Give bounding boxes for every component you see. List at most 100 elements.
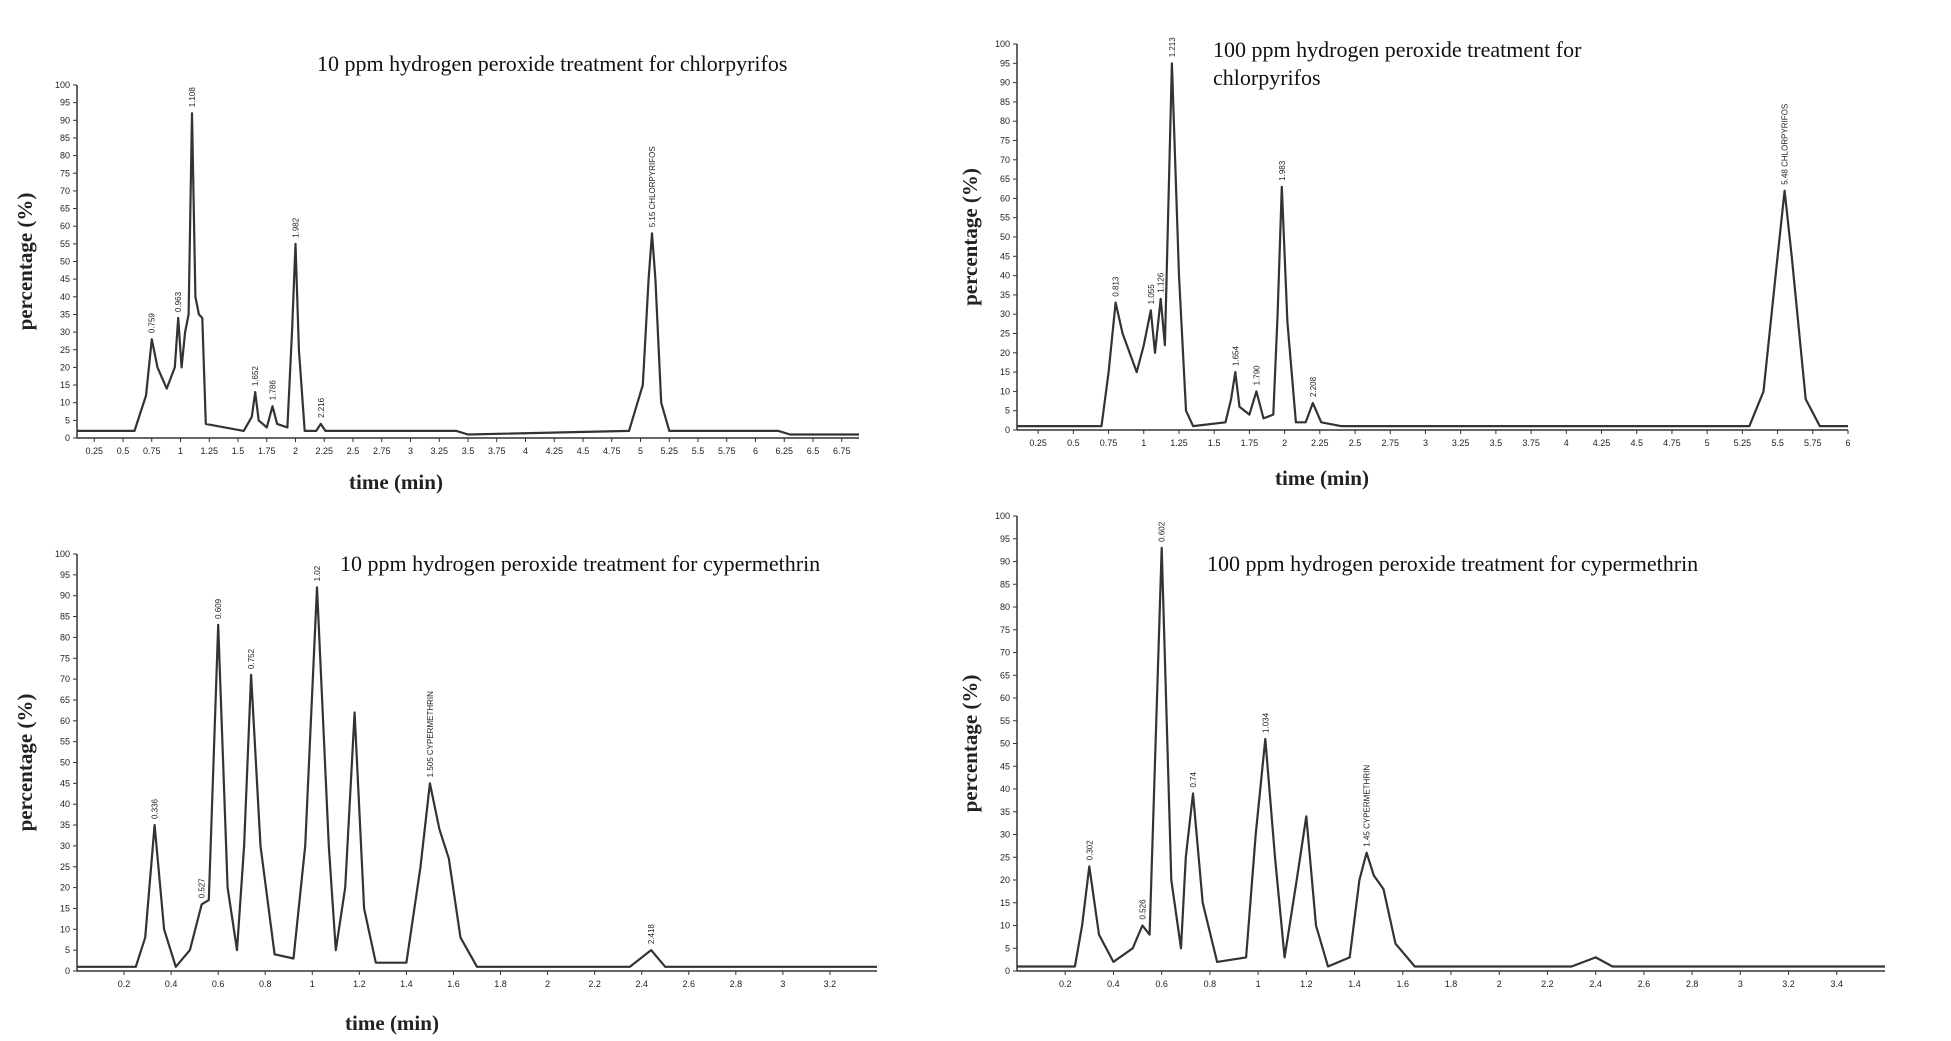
y-tick-label: 40 — [1000, 271, 1010, 281]
trace — [1017, 546, 1885, 968]
y-tick-label: 0 — [65, 433, 70, 443]
x-tick-label: 4.25 — [1593, 438, 1611, 448]
y-axis-label: percentage (%) — [958, 675, 982, 813]
x-tick-label: 3.2 — [824, 979, 837, 989]
y-tick-label: 100 — [995, 511, 1010, 521]
y-tick-label: 70 — [1000, 155, 1010, 165]
x-tick-label: 2.2 — [1541, 979, 1554, 989]
x-tick-label: 1.8 — [1445, 979, 1458, 989]
peak-label: 2.418 — [647, 924, 656, 945]
x-tick-label: 1.25 — [1170, 438, 1188, 448]
y-tick-label: 0 — [1005, 966, 1010, 976]
y-tick-label: 90 — [1000, 557, 1010, 567]
y-tick-label: 10 — [60, 924, 70, 934]
x-tick-label: 3.5 — [462, 446, 475, 456]
peak-label: 0.526 — [1138, 899, 1147, 920]
y-tick-label: 55 — [1000, 213, 1010, 223]
peak-label: 0.602 — [1158, 521, 1167, 542]
peak-label: 1.02 — [313, 565, 322, 581]
y-tick-label: 70 — [60, 674, 70, 684]
x-tick-label: 3.2 — [1782, 979, 1795, 989]
x-tick-label: 4.5 — [1630, 438, 1643, 448]
x-tick-label: 2 — [293, 446, 298, 456]
y-tick-label: 5 — [1005, 943, 1010, 953]
x-tick-label: 2.25 — [1311, 438, 1329, 448]
x-tick-label: 5.5 — [1771, 438, 1784, 448]
y-tick-label: 35 — [60, 309, 70, 319]
x-tick-label: 4 — [1564, 438, 1569, 448]
y-tick-label: 10 — [1000, 386, 1010, 396]
x-tick-label: 6.5 — [807, 446, 820, 456]
peak-label: 0.813 — [1112, 276, 1121, 297]
x-tick-label: 3 — [1738, 979, 1743, 989]
y-axis-label: percentage (%) — [958, 168, 982, 306]
x-tick-label: 1 — [1256, 979, 1261, 989]
y-tick-label: 15 — [60, 380, 70, 390]
x-tick-label: 1.75 — [1241, 438, 1259, 448]
y-tick-label: 40 — [60, 799, 70, 809]
y-tick-label: 65 — [1000, 670, 1010, 680]
peak-label: 1.505 CYPERMETHRIN — [426, 691, 435, 777]
y-tick-label: 20 — [60, 362, 70, 372]
y-tick-label: 50 — [60, 257, 70, 267]
y-tick-label: 95 — [1000, 534, 1010, 544]
y-tick-label: 80 — [1000, 602, 1010, 612]
peak-label: 0.302 — [1085, 840, 1094, 861]
peak-label: 1.126 — [1157, 272, 1166, 293]
y-tick-label: 75 — [60, 168, 70, 178]
x-tick-label: 0.6 — [1155, 979, 1168, 989]
y-tick-label: 15 — [1000, 898, 1010, 908]
peak-label: 0.752 — [247, 648, 256, 669]
x-tick-label: 2 — [1497, 979, 1502, 989]
x-tick-label: 6 — [1845, 438, 1850, 448]
y-tick-label: 25 — [60, 862, 70, 872]
y-tick-label: 40 — [60, 292, 70, 302]
x-tick-label: 5.75 — [718, 446, 736, 456]
y-tick-label: 25 — [60, 345, 70, 355]
y-tick-label: 85 — [60, 133, 70, 143]
x-tick-label: 5.25 — [660, 446, 678, 456]
y-tick-label: 80 — [1000, 116, 1010, 126]
y-tick-label: 95 — [60, 570, 70, 580]
y-tick-label: 75 — [60, 653, 70, 663]
x-tick-label: 5 — [1705, 438, 1710, 448]
x-tick-label: 4.75 — [603, 446, 621, 456]
x-tick-label: 5 — [638, 446, 643, 456]
x-tick-label: 4.25 — [545, 446, 563, 456]
y-tick-label: 20 — [1000, 875, 1010, 885]
x-tick-label: 3 — [780, 979, 785, 989]
y-tick-label: 5 — [65, 415, 70, 425]
x-tick-label: 1.75 — [258, 446, 276, 456]
y-tick-label: 25 — [1000, 329, 1010, 339]
x-tick-label: 2.8 — [730, 979, 743, 989]
x-tick-label: 2.75 — [373, 446, 391, 456]
y-tick-label: 5 — [1005, 406, 1010, 416]
x-tick-label: 1.5 — [1208, 438, 1221, 448]
x-tick-label: 2 — [545, 979, 550, 989]
x-tick-label: 1.25 — [200, 446, 218, 456]
peak-label: 0.336 — [151, 798, 160, 819]
y-tick-label: 75 — [1000, 136, 1010, 146]
y-tick-label: 45 — [60, 778, 70, 788]
y-tick-label: 80 — [60, 151, 70, 161]
y-tick-label: 10 — [1000, 921, 1010, 931]
x-tick-label: 3.4 — [1831, 979, 1844, 989]
x-tick-label: 6 — [753, 446, 758, 456]
y-tick-label: 65 — [60, 695, 70, 705]
y-tick-label: 50 — [1000, 232, 1010, 242]
x-tick-label: 1 — [178, 446, 183, 456]
x-tick-label: 0.6 — [212, 979, 225, 989]
y-tick-label: 60 — [1000, 193, 1010, 203]
y-tick-label: 15 — [60, 903, 70, 913]
y-tick-label: 85 — [60, 612, 70, 622]
peak-label: 1.786 — [269, 380, 278, 401]
x-tick-label: 1 — [1141, 438, 1146, 448]
peak-label: 1.034 — [1261, 712, 1270, 733]
y-tick-label: 40 — [1000, 784, 1010, 794]
x-tick-label: 0.25 — [85, 446, 103, 456]
y-tick-label: 30 — [60, 841, 70, 851]
trace — [77, 586, 877, 968]
x-tick-label: 6.25 — [775, 446, 793, 456]
peak-label: 2.208 — [1309, 376, 1318, 397]
x-axis-label: time (min) — [345, 1011, 439, 1035]
